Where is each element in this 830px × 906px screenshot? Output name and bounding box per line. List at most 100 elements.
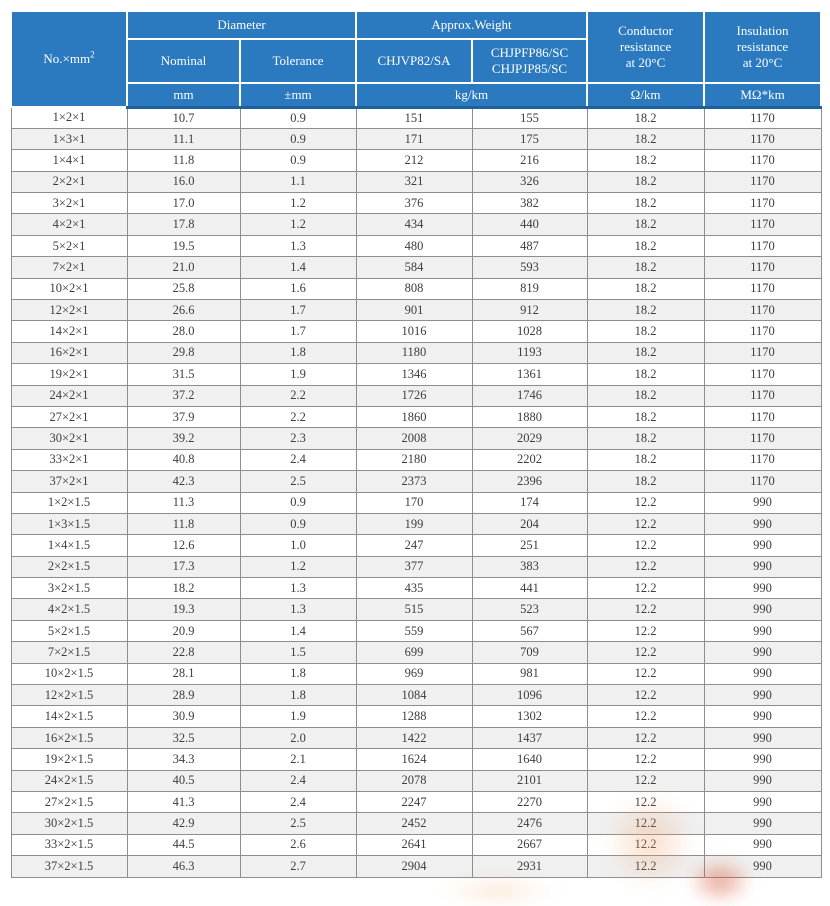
table-row: 1×2×1 10.7 0.9 151 155 18.2 1170 [10,106,822,129]
table-cell: 1746 [471,384,588,407]
table-cell: 2904 [355,855,473,878]
table-cell: 487 [471,234,588,258]
table-cell: 1170 [703,192,822,215]
table-cell: 12.2 [586,726,705,750]
table-cell: 1170 [703,256,822,279]
header-insulation-resistance: Insulation resistance at 20°C [703,10,823,84]
table-cell: 1170 [703,470,822,493]
table-row: 7×2×1.5 22.8 1.5 699 709 12.2 990 [10,641,822,664]
table-row: 5×2×1.5 20.9 1.4 559 567 12.2 990 [10,619,822,643]
table-row: 14×2×1.5 30.9 1.9 1288 1302 12.2 990 [10,705,822,728]
table-cell: 1170 [703,170,822,194]
table-cell: 12.2 [586,619,705,643]
table-cell: 1.4 [239,619,357,643]
table-cell: 12×2×1 [10,299,128,322]
table-cell: 2.3 [239,427,357,450]
table-cell: 247 [355,534,473,557]
table-cell: 2202 [471,448,588,472]
table-cell: 33×2×1 [10,448,128,472]
table-cell: 990 [703,619,822,643]
table-cell: 1437 [471,726,588,750]
table-cell: 990 [703,641,822,664]
table-cell: 1.3 [239,234,357,258]
table-cell: 12.2 [586,598,705,621]
conductor-resistance-line3: at 20°C [625,55,666,71]
table-cell: 990 [703,726,822,750]
table-cell: 1.0 [239,534,357,557]
table-cell: 1170 [703,277,822,301]
table-cell: 37×2×1 [10,470,128,493]
table-row: 3×2×1.5 18.2 1.3 435 441 12.2 990 [10,577,822,600]
table-cell: 990 [703,855,822,878]
table-cell: 1×3×1 [10,127,128,151]
table-row: 37×2×1 42.3 2.5 2373 2396 18.2 1170 [10,470,822,493]
table-cell: 5×2×1.5 [10,619,128,643]
table-cell: 2180 [355,448,473,472]
table-cell: 1028 [471,320,588,343]
table-cell: 18.2 [586,277,705,301]
table-cell: 28.9 [126,684,241,707]
table-cell: 1288 [355,705,473,728]
table-cell: 18.2 [586,363,705,386]
table-cell: 1.3 [239,598,357,621]
table-cell: 1170 [703,320,822,343]
table-cell: 28.0 [126,320,241,343]
table-cell: 1016 [355,320,473,343]
table-cell: 12.2 [586,748,705,771]
table-row: 1×4×1 11.8 0.9 212 216 18.2 1170 [10,149,822,172]
insulation-resistance-line1: Insulation [736,22,789,38]
table-cell: 2.4 [239,448,357,472]
table-cell: 16×2×1.5 [10,726,128,750]
table-cell: 1640 [471,748,588,771]
table-cell: 440 [471,213,588,236]
cable-spec-table: No.×mm2 Diameter Approx.Weight Conductor… [10,10,823,878]
header-model-chjpfp86-line1: CHJPFP86/SC [490,44,569,60]
table-cell: 18.2 [586,320,705,343]
table-cell: 990 [703,577,822,600]
table-cell: 990 [703,812,822,835]
header-tolerance: Tolerance [239,38,357,84]
table-cell: 17.8 [126,213,241,236]
table-cell: 26.6 [126,299,241,322]
table-cell: 990 [703,684,822,707]
table-cell: 2667 [471,833,588,857]
table-cell: 16.0 [126,170,241,194]
table-row: 1×2×1.5 11.3 0.9 170 174 12.2 990 [10,491,822,514]
table-cell: 2×2×1.5 [10,555,128,579]
header-no-mm2-sup: 2 [90,49,95,60]
table-cell: 22.8 [126,641,241,664]
table-cell: 2.2 [239,384,357,407]
table-cell: 29.8 [126,341,241,365]
table-cell: 1×3×1.5 [10,512,128,536]
table-cell: 1170 [703,405,822,429]
table-cell: 2.5 [239,470,357,493]
table-cell: 2641 [355,833,473,857]
table-row: 19×2×1 31.5 1.9 1346 1361 18.2 1170 [10,363,822,386]
table-cell: 46.3 [126,855,241,878]
table-cell: 18.2 [586,149,705,172]
table-cell: 1.2 [239,213,357,236]
table-cell: 12.2 [586,769,705,793]
table-row: 24×2×1.5 40.5 2.4 2078 2101 12.2 990 [10,769,822,793]
unit-mohm-km: MΩ*km [703,82,823,109]
table-cell: 18.2 [586,470,705,493]
table-cell: 990 [703,662,822,686]
table-cell: 699 [355,641,473,664]
table-cell: 27×2×1 [10,405,128,429]
insulation-resistance-line2: resistance [736,38,789,54]
table-cell: 2.0 [239,726,357,750]
header-nominal: Nominal [126,38,241,84]
table-cell: 2247 [355,790,473,814]
table-cell: 1.7 [239,320,357,343]
header-diameter: Diameter [126,10,357,40]
table-cell: 32.5 [126,726,241,750]
table-cell: 1170 [703,149,822,172]
table-cell: 0.9 [239,106,357,129]
table-cell: 1170 [703,299,822,322]
table-cell: 584 [355,256,473,279]
table-cell: 10×2×1.5 [10,662,128,686]
table-row: 33×2×1 40.8 2.4 2180 2202 18.2 1170 [10,448,822,472]
table-cell: 4×2×1 [10,213,128,236]
table-cell: 12.2 [586,812,705,835]
table-cell: 709 [471,641,588,664]
